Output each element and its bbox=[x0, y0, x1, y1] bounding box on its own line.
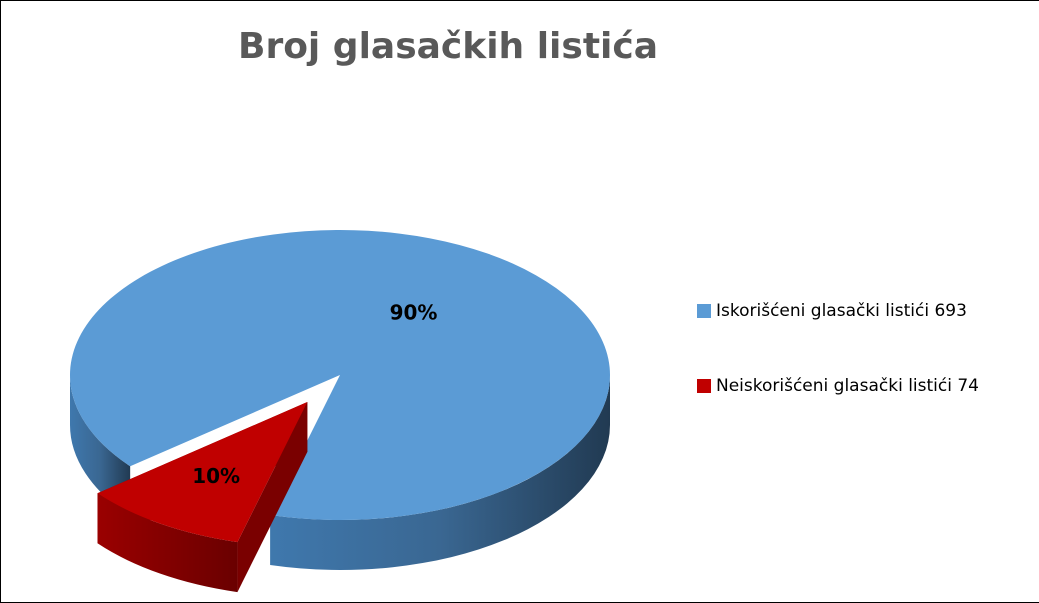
legend-label: Iskorišćeni glasački listići 693 bbox=[716, 301, 967, 321]
data-label: 90% bbox=[390, 301, 438, 325]
slice-side bbox=[270, 375, 610, 571]
legend-label: Neiskorišćeni glasački listići 74 bbox=[716, 376, 979, 396]
slice bbox=[97, 402, 308, 543]
data-label: 10% bbox=[192, 464, 240, 488]
legend-swatch bbox=[697, 304, 711, 318]
slice-side bbox=[70, 375, 131, 517]
chart-title: Broj glasačkih listića bbox=[238, 26, 658, 67]
slice bbox=[70, 230, 611, 520]
slice-side bbox=[97, 493, 238, 593]
legend-swatch bbox=[697, 379, 711, 393]
